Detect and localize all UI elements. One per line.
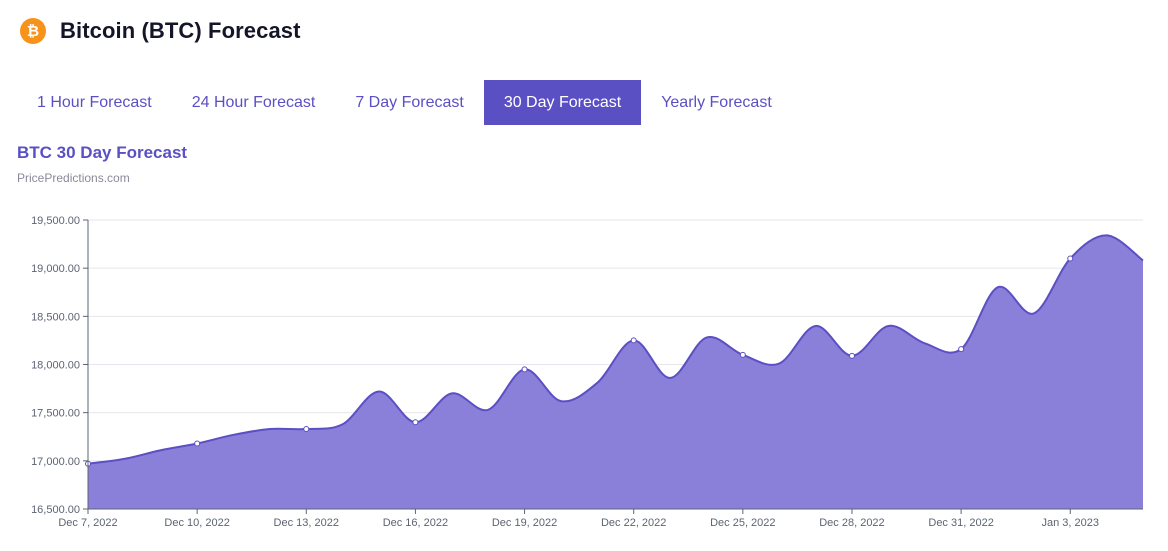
y-tick-label: 18,000.00 bbox=[31, 360, 80, 372]
data-point bbox=[848, 352, 855, 359]
y-tick-label: 18,500.00 bbox=[31, 311, 80, 323]
x-tick-label: Dec 13, 2022 bbox=[274, 517, 339, 529]
chart-subtitle: PricePredictions.com bbox=[17, 171, 130, 185]
data-point bbox=[303, 426, 310, 433]
data-point bbox=[739, 351, 746, 358]
tab-7-day-forecast[interactable]: 7 Day Forecast bbox=[355, 93, 464, 111]
data-point bbox=[958, 346, 965, 353]
page-title: Bitcoin (BTC) Forecast bbox=[60, 18, 301, 43]
x-tick-label: Jan 3, 2023 bbox=[1041, 517, 1099, 529]
chart-title: BTC 30 Day Forecast bbox=[17, 143, 188, 162]
tab-24-hour-forecast[interactable]: 24 Hour Forecast bbox=[191, 93, 316, 111]
x-tick-label: Dec 7, 2022 bbox=[58, 517, 117, 529]
y-axis-ticks: 19,500.00 19,000.00 18,500.00 18,000.00 17,5… bbox=[31, 215, 88, 516]
forecast-tabs: 1 Hour Forecast 24 Hour Forecast 7 Day F… bbox=[17, 80, 792, 125]
x-tick-label: Dec 19, 2022 bbox=[492, 517, 557, 529]
data-point bbox=[521, 366, 528, 373]
area-fill bbox=[88, 235, 1143, 509]
tab-1-hour-forecast[interactable]: 1 Hour Forecast bbox=[37, 93, 152, 111]
x-axis-ticks: Dec 7, 2022 Dec 10, 2022 Dec 13, 2022 Dec 1… bbox=[58, 509, 1099, 529]
y-tick-label: 19,000.00 bbox=[31, 263, 80, 275]
tab-30-day-forecast[interactable]: 30 Day Forecast bbox=[483, 80, 642, 125]
x-tick-label: Dec 10, 2022 bbox=[164, 517, 229, 529]
page-header: ₿ Bitcoin (BTC) Forecast bbox=[20, 18, 301, 44]
bitcoin-icon: ₿ bbox=[20, 18, 46, 44]
data-point bbox=[194, 440, 201, 447]
y-tick-label: 16,500.00 bbox=[31, 504, 80, 516]
data-point bbox=[630, 337, 637, 344]
x-tick-label: Dec 25, 2022 bbox=[710, 517, 775, 529]
x-tick-label: Dec 28, 2022 bbox=[819, 517, 884, 529]
data-point bbox=[1067, 255, 1074, 262]
x-tick-label: Dec 22, 2022 bbox=[601, 517, 666, 529]
y-tick-label: 17,000.00 bbox=[31, 456, 80, 468]
y-tick-label: 17,500.00 bbox=[31, 408, 80, 420]
x-tick-label: Dec 16, 2022 bbox=[383, 517, 448, 529]
x-tick-label: Dec 31, 2022 bbox=[928, 517, 993, 529]
y-tick-label: 19,500.00 bbox=[31, 215, 80, 227]
data-point bbox=[412, 419, 419, 426]
tab-yearly-forecast[interactable]: Yearly Forecast bbox=[661, 93, 772, 111]
series-line bbox=[87, 234, 1144, 465]
